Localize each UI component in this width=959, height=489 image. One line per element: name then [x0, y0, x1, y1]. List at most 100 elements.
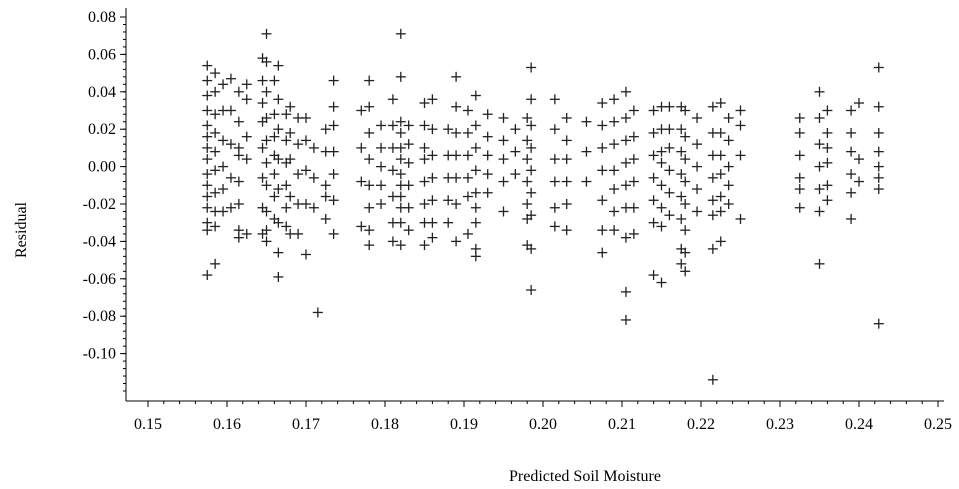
- data-point: [470, 142, 481, 153]
- data-point: [680, 199, 691, 209]
- data-point: [376, 199, 387, 209]
- data-point: [526, 120, 537, 131]
- data-point: [273, 184, 284, 195]
- data-point: [692, 112, 703, 123]
- data-point: [395, 154, 406, 165]
- x-tick-label: 0.24: [845, 416, 873, 433]
- data-point: [443, 195, 454, 206]
- data-point: [470, 202, 481, 213]
- data-point: [549, 124, 560, 135]
- data-point: [328, 195, 339, 206]
- data-point: [308, 142, 319, 153]
- data-point: [261, 135, 272, 146]
- data-point: [794, 150, 805, 161]
- data-point: [723, 112, 734, 123]
- data-point: [680, 225, 691, 236]
- data-point: [356, 176, 367, 187]
- data-point: [664, 142, 675, 153]
- data-point: [609, 165, 620, 176]
- data-point: [522, 199, 533, 209]
- data-point: [680, 154, 691, 165]
- data-point: [269, 191, 280, 202]
- data-point: [561, 176, 572, 187]
- data-point: [395, 116, 406, 127]
- data-point: [202, 75, 213, 86]
- data-point: [846, 213, 857, 224]
- data-point: [273, 247, 284, 258]
- data-point: [715, 236, 726, 247]
- data-point: [510, 124, 521, 135]
- data-point: [225, 73, 236, 84]
- data-point: [873, 172, 884, 183]
- data-point: [427, 94, 438, 105]
- data-point: [526, 94, 537, 105]
- data-point: [561, 154, 572, 165]
- data-point: [656, 146, 667, 157]
- data-point: [620, 86, 631, 97]
- data-point: [312, 307, 323, 318]
- data-point: [427, 124, 438, 135]
- data-point: [628, 202, 639, 213]
- data-point: [597, 120, 608, 131]
- data-point: [715, 150, 726, 161]
- data-point: [462, 228, 473, 239]
- x-tick-label: 0.25: [924, 416, 952, 433]
- data-point: [656, 221, 667, 232]
- data-point: [846, 187, 857, 198]
- data-point: [419, 176, 430, 187]
- data-point: [273, 217, 284, 228]
- data-point: [581, 146, 592, 157]
- data-point: [261, 56, 272, 67]
- data-point: [628, 105, 639, 116]
- data-point: [451, 236, 462, 247]
- data-point: [261, 28, 272, 39]
- x-tick-label: 0.22: [687, 416, 715, 433]
- x-tick-label: 0.20: [529, 416, 557, 433]
- data-point: [241, 79, 252, 90]
- data-point: [395, 142, 406, 153]
- data-point: [395, 191, 406, 202]
- data-point: [482, 109, 493, 120]
- data-point: [814, 86, 825, 97]
- data-point: [597, 195, 608, 206]
- x-tick-label: 0.23: [766, 416, 794, 433]
- data-point: [356, 105, 367, 116]
- data-point: [822, 142, 833, 153]
- data-point: [210, 187, 221, 198]
- data-point: [233, 116, 244, 127]
- data-point: [676, 124, 687, 135]
- data-point: [210, 258, 221, 269]
- data-point: [451, 172, 462, 183]
- data-point: [620, 180, 631, 191]
- data-point: [233, 150, 244, 161]
- data-point: [202, 270, 213, 281]
- y-tick-label: -0.06: [83, 271, 116, 288]
- data-point: [846, 127, 857, 138]
- data-point: [218, 79, 229, 90]
- data-point: [676, 191, 687, 202]
- data-point: [241, 228, 252, 239]
- data-point: [376, 161, 387, 172]
- data-point: [269, 131, 280, 142]
- data-point: [451, 150, 462, 161]
- data-point: [364, 75, 375, 86]
- data-point: [648, 105, 659, 116]
- data-point: [822, 105, 833, 116]
- data-point: [680, 176, 691, 187]
- data-point: [301, 249, 311, 260]
- data-point: [202, 202, 213, 213]
- data-point: [395, 217, 406, 228]
- data-point: [210, 68, 221, 79]
- data-point: [293, 139, 304, 150]
- data-point: [498, 154, 509, 165]
- data-point: [328, 228, 339, 239]
- data-point: [233, 232, 244, 243]
- data-point: [873, 101, 884, 112]
- data-point: [814, 206, 825, 217]
- data-point: [261, 225, 272, 236]
- data-point: [648, 172, 659, 183]
- data-point: [526, 243, 537, 254]
- data-point: [794, 127, 805, 138]
- data-point: [715, 191, 726, 202]
- data-point: [301, 165, 311, 176]
